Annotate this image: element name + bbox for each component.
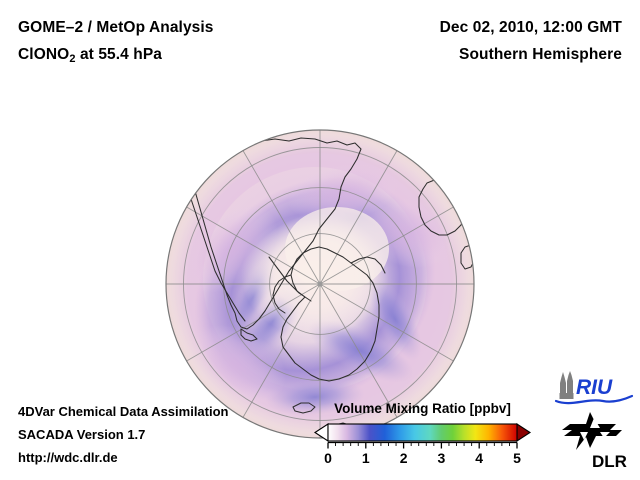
colorbar-title: Volume Mixing Ratio [ppbv]: [334, 401, 511, 416]
south-pole-marker: [317, 281, 323, 287]
hemisphere-label: Southern Hemisphere: [459, 46, 622, 63]
analysis-title: GOME–2 / MetOp Analysis: [18, 19, 214, 36]
footer-left-block: 4DVar Chemical Data Assimilation SACADA …: [18, 400, 298, 469]
species-name: ClONO: [18, 46, 70, 63]
colorbar-low-cap: [313, 422, 329, 443]
header-right-block: Dec 02, 2010, 12:00 GMT Southern Hemisph…: [322, 14, 622, 68]
riu-swoosh-icon: [554, 394, 634, 405]
riu-tower-icon: [559, 371, 574, 399]
header-left-block: GOME–2 / MetOp Analysis ClONO2 at 55.4 h…: [18, 14, 358, 70]
version-label: SACADA Version 1.7: [18, 427, 146, 442]
colorbar-block: Volume Mixing Ratio [ppbv]: [310, 400, 535, 467]
dlr-logo: DLR: [560, 412, 635, 474]
coastline-weddell-sea: [350, 256, 386, 274]
meridian-60w: [186, 206, 321, 285]
dlr-mark-icon: [562, 412, 622, 450]
colorbar-high-cap: [516, 422, 532, 443]
coastline-ross-ice-shelf: [272, 274, 292, 314]
colorbar-tick-label-0: 0: [324, 450, 332, 466]
colorbar-tick-label-2: 2: [400, 450, 408, 466]
colorbar-gradient: [327, 423, 518, 442]
colorbar-graphic: 0 1 2 3 4 5: [310, 421, 535, 467]
meridian-150e: [319, 283, 398, 418]
meridian-150w: [242, 283, 321, 418]
meridian-120w: [186, 283, 321, 362]
map-field-layer: [166, 130, 474, 438]
globe-outline: [165, 129, 475, 439]
coastline-australia: [460, 130, 474, 150]
colorbar-tick-label-3: 3: [438, 450, 446, 466]
riu-wordmark: RIU: [576, 376, 613, 399]
pressure-level: at 55.4 hPa: [75, 46, 163, 63]
coastline-south-america: [192, 137, 362, 330]
colorbar-major-ticks: [327, 442, 518, 449]
species-level-title: ClONO2 at 55.4 hPa: [18, 41, 358, 70]
graticule-meridians: [166, 130, 474, 438]
globe-map: [165, 129, 475, 439]
colorbar-tick-label-5: 5: [513, 450, 521, 466]
colorbar-tick-label-1: 1: [362, 450, 370, 466]
colorbar-tick-label-4: 4: [475, 450, 483, 466]
datetime-label: Dec 02, 2010, 12:00 GMT: [439, 19, 622, 36]
coastline-tierra-del-fuego: [240, 328, 258, 342]
meridian-120e: [319, 283, 454, 362]
method-label: 4DVar Chemical Data Assimilation: [18, 404, 229, 419]
colorbar-minor-ticks: [335, 442, 510, 446]
coastline-africa-east: [460, 166, 468, 192]
meridian-60e: [319, 206, 454, 285]
colorbar-tick-labels: 0 1 2 3 4 5: [324, 450, 521, 466]
coastline-new-zealand: [292, 402, 316, 414]
coastline-antarctica: [280, 246, 380, 382]
species-subscript: 2: [69, 53, 76, 65]
riu-logo: RIU: [553, 371, 635, 407]
meridian-30w: [242, 150, 321, 285]
meridian-30e: [319, 150, 398, 285]
dlr-wordmark: DLR: [592, 452, 627, 471]
website-url[interactable]: http://wdc.dlr.de: [18, 450, 118, 465]
